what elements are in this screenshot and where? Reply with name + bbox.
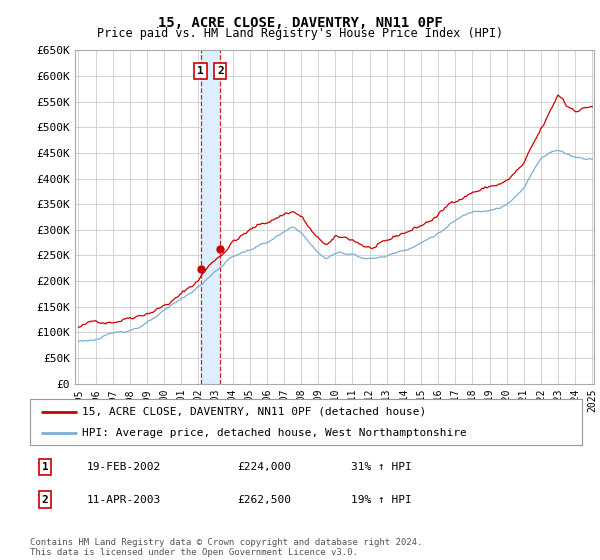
Text: 19-FEB-2002: 19-FEB-2002 [87,462,161,472]
Text: 15, ACRE CLOSE, DAVENTRY, NN11 0PF (detached house): 15, ACRE CLOSE, DAVENTRY, NN11 0PF (deta… [82,407,427,417]
Text: 1: 1 [41,462,49,472]
Text: 2: 2 [217,66,224,76]
Bar [200,50,220,384]
Text: Contains HM Land Registry data © Crown copyright and database right 2024.
This d: Contains HM Land Registry data © Crown c… [30,538,422,557]
Text: 1: 1 [197,66,204,76]
Text: 31% ↑ HPI: 31% ↑ HPI [351,462,412,472]
Text: 2: 2 [41,494,49,505]
Text: 19% ↑ HPI: 19% ↑ HPI [351,494,412,505]
Text: £224,000: £224,000 [237,462,291,472]
Text: £262,500: £262,500 [237,494,291,505]
Text: HPI: Average price, detached house, West Northamptonshire: HPI: Average price, detached house, West… [82,428,467,438]
Text: Price paid vs. HM Land Registry's House Price Index (HPI): Price paid vs. HM Land Registry's House … [97,27,503,40]
Text: 11-APR-2003: 11-APR-2003 [87,494,161,505]
Text: 15, ACRE CLOSE, DAVENTRY, NN11 0PF: 15, ACRE CLOSE, DAVENTRY, NN11 0PF [158,16,442,30]
